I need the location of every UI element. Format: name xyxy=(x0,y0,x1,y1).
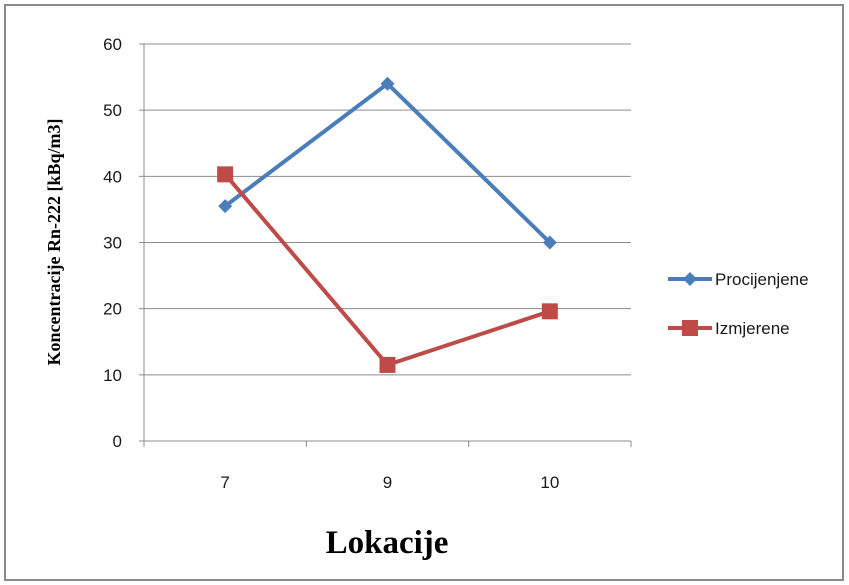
legend-marker xyxy=(683,272,697,286)
x-tick-label: 9 xyxy=(383,473,392,492)
y-tick-label: 30 xyxy=(103,234,122,253)
axes xyxy=(139,43,632,447)
y-tick-label: 10 xyxy=(103,366,122,385)
legend-label: Izmjerene xyxy=(715,319,790,338)
x-tick-labels: 7 9 10 xyxy=(220,473,559,492)
series-line xyxy=(223,81,552,244)
y-tick-label: 40 xyxy=(103,167,122,186)
y-axis-title: Koncentracije Rn-222 [kBq/m3] xyxy=(44,119,64,366)
series-line xyxy=(223,173,551,367)
data-point xyxy=(379,356,396,373)
series xyxy=(217,76,558,373)
y-tick-labels: 0 10 20 30 40 50 60 xyxy=(103,35,122,451)
legend-label: Procijenjene xyxy=(715,270,809,289)
gridlines xyxy=(144,43,631,376)
y-tick-label: 20 xyxy=(103,300,122,319)
legend: Procijenjene Izmjerene xyxy=(668,270,809,338)
legend-item: Procijenjene xyxy=(668,270,809,289)
data-point xyxy=(542,235,557,250)
legend-item: Izmjerene xyxy=(668,319,790,338)
x-tick-label: 7 xyxy=(220,473,229,492)
y-tick-label: 60 xyxy=(103,35,122,54)
data-point xyxy=(541,303,558,320)
data-point xyxy=(218,199,233,214)
legend-marker xyxy=(682,320,698,336)
data-point xyxy=(217,166,234,183)
x-axis-title: Lokacije xyxy=(326,525,449,561)
y-tick-label: 50 xyxy=(103,101,122,120)
x-tick-label: 10 xyxy=(540,473,559,492)
y-tick-label: 0 xyxy=(113,432,122,451)
data-point xyxy=(380,76,395,91)
series-izmjerene xyxy=(217,166,558,373)
series-procijenjene xyxy=(218,76,557,250)
